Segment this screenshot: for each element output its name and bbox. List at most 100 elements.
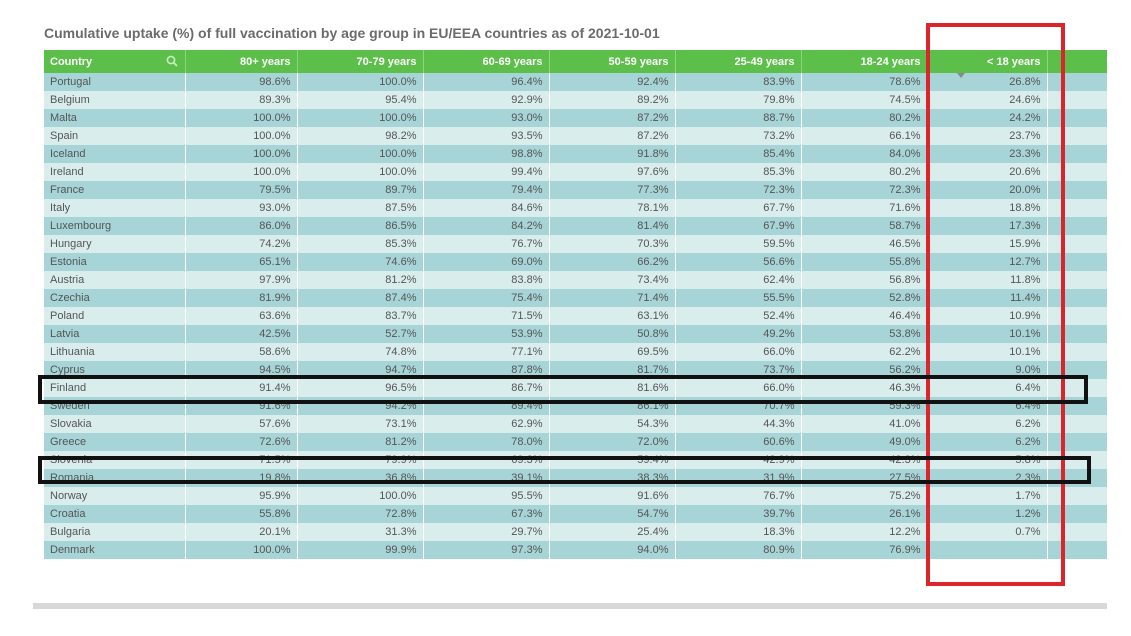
sort-descending-icon[interactable] bbox=[957, 73, 965, 78]
cell-value: 94.0% bbox=[549, 541, 676, 559]
cell-value: 6.4% bbox=[927, 379, 1048, 397]
cell-value: 41.0% bbox=[801, 415, 928, 433]
cell-value: 72.3% bbox=[675, 181, 802, 199]
cell-value: 31.3% bbox=[297, 523, 424, 541]
table-row[interactable]: Latvia 42.5% 52.7% 53.9% 50.8% 49.2% 53.8% 10.1… bbox=[44, 325, 1107, 343]
cell-value: 74.6% bbox=[297, 253, 424, 271]
column-header-country[interactable]: Country bbox=[44, 50, 186, 73]
table-row[interactable]: Croatia 55.8% 72.8% 67.3% 54.7% 39.7% 26.1% 1.2… bbox=[44, 505, 1107, 523]
cell-value: 70.3% bbox=[549, 235, 676, 253]
table-row[interactable]: France 79.5% 89.7% 79.4% 77.3% 72.3% 72.3% 20.0… bbox=[44, 181, 1107, 199]
cell-value: 84.0% bbox=[801, 145, 928, 163]
cell-value: 75.2% bbox=[801, 487, 928, 505]
cell-value: 84.2% bbox=[423, 217, 550, 235]
cell-value: 49.2% bbox=[675, 325, 802, 343]
cell-value: 57.6% bbox=[185, 415, 298, 433]
cell-value: 74.5% bbox=[801, 91, 928, 109]
column-header-60-69[interactable]: 60-69 years bbox=[423, 50, 550, 73]
cell-value: 87.2% bbox=[549, 109, 676, 127]
cell-value: 6.2% bbox=[927, 433, 1048, 451]
cell-country: Slovenia bbox=[44, 451, 186, 469]
cell-country: Spain bbox=[44, 127, 186, 145]
cell-value: 67.3% bbox=[423, 505, 550, 523]
table-row[interactable]: Italy 93.0% 87.5% 84.6% 78.1% 67.7% 71.6% 18.8% bbox=[44, 199, 1107, 217]
table-body: Portugal 98.6% 100.0% 96.4% 92.4% 83.9% 78.6% 2… bbox=[44, 73, 1107, 559]
cell-value: 91.8% bbox=[549, 145, 676, 163]
table-row[interactable]: Norway 95.9% 100.0% 95.5% 91.6% 76.7% 75.2% 1.7… bbox=[44, 487, 1107, 505]
highlight-row-cyprus bbox=[38, 375, 1088, 404]
cell-value: 87.8% bbox=[423, 361, 550, 379]
column-header-80-plus[interactable]: 80+ years bbox=[185, 50, 298, 73]
cell-value: 99.9% bbox=[297, 541, 424, 559]
cell-value: 97.6% bbox=[549, 163, 676, 181]
cell-value: 71.6% bbox=[801, 199, 928, 217]
cell-value: 10.1% bbox=[927, 343, 1048, 361]
table-row[interactable]: Poland 63.6% 83.7% 71.5% 63.1% 52.4% 46.4% 10.9… bbox=[44, 307, 1107, 325]
cell-value: 54.3% bbox=[549, 415, 676, 433]
cell-value: 56.8% bbox=[801, 271, 928, 289]
cell-country: Estonia bbox=[44, 253, 186, 271]
cell-value: 85.3% bbox=[675, 163, 802, 181]
search-icon[interactable] bbox=[166, 55, 178, 67]
cell-value: 77.3% bbox=[549, 181, 676, 199]
cell-value: 12.2% bbox=[801, 523, 928, 541]
table-row[interactable]: Belgium 89.3% 95.4% 92.9% 89.2% 79.8% 74.5% 24.… bbox=[44, 91, 1107, 109]
cell-country: Slovakia bbox=[44, 415, 186, 433]
cell-country: Malta bbox=[44, 109, 186, 127]
cell-country: Latvia bbox=[44, 325, 186, 343]
table-row[interactable]: Czechia 81.9% 87.4% 75.4% 71.4% 55.5% 52.8% 11.… bbox=[44, 289, 1107, 307]
cell-value: 100.0% bbox=[185, 145, 298, 163]
column-header-25-49[interactable]: 25-49 years bbox=[675, 50, 802, 73]
table-row[interactable]: Greece 72.6% 81.2% 78.0% 72.0% 60.6% 49.0% 6.2% bbox=[44, 433, 1107, 451]
table-row[interactable]: Hungary 74.2% 85.3% 76.7% 70.3% 59.5% 46.5% 15.… bbox=[44, 235, 1107, 253]
column-header-50-59[interactable]: 50-59 years bbox=[549, 50, 676, 73]
cell-value: 20.1% bbox=[185, 523, 298, 541]
column-header-18-24[interactable]: 18-24 years bbox=[801, 50, 928, 73]
cell-value: 62.2% bbox=[801, 343, 928, 361]
cell-country: Austria bbox=[44, 271, 186, 289]
cell-value bbox=[927, 541, 1048, 559]
cell-value: 81.4% bbox=[549, 217, 676, 235]
cell-value: 75.4% bbox=[423, 289, 550, 307]
table-row[interactable]: Finland 91.4% 96.5% 86.7% 81.6% 66.0% 46.3% 6.4… bbox=[44, 379, 1107, 397]
table-row[interactable]: Austria 97.9% 81.2% 83.8% 73.4% 62.4% 56.8% 11.… bbox=[44, 271, 1107, 289]
cell-value: 52.8% bbox=[801, 289, 928, 307]
cell-value: 98.2% bbox=[297, 127, 424, 145]
table-row[interactable]: Spain 100.0% 98.2% 93.5% 87.2% 73.2% 66.1% 23.7… bbox=[44, 127, 1107, 145]
cell-value: 79.9% bbox=[297, 451, 424, 469]
cell-value: 52.4% bbox=[675, 307, 802, 325]
table-row[interactable]: Slovakia 57.6% 73.1% 62.9% 54.3% 44.3% 41.0% 6.… bbox=[44, 415, 1107, 433]
cell-value: 42.3% bbox=[801, 451, 928, 469]
cell-value: 99.4% bbox=[423, 163, 550, 181]
vaccination-table-container[interactable]: Country 80+ years 70-79 years 60-69 year… bbox=[44, 50, 1107, 583]
table-row[interactable]: Malta 100.0% 100.0% 93.0% 87.2% 88.7% 80.2% 24.… bbox=[44, 109, 1107, 127]
table-row[interactable]: Cyprus 94.5% 94.7% 87.8% 81.7% 73.7% 56.2% 9.0% bbox=[44, 361, 1107, 379]
cell-value: 86.5% bbox=[297, 217, 424, 235]
cell-value: 81.2% bbox=[297, 433, 424, 451]
horizontal-scrollbar[interactable] bbox=[33, 603, 1107, 609]
cell-value: 17.3% bbox=[927, 217, 1048, 235]
table-row[interactable]: Portugal 98.6% 100.0% 96.4% 92.4% 83.9% 78.6% 2… bbox=[44, 73, 1107, 91]
cell-value: 100.0% bbox=[185, 127, 298, 145]
cell-value: 10.9% bbox=[927, 307, 1048, 325]
table-row[interactable]: Slovenia 71.5% 79.9% 69.3% 59.4% 42.9% 42.3% 5.… bbox=[44, 451, 1107, 469]
cell-value: 62.4% bbox=[675, 271, 802, 289]
cell-value: 23.3% bbox=[927, 145, 1048, 163]
column-header-70-79[interactable]: 70-79 years bbox=[297, 50, 424, 73]
table-row[interactable]: Lithuania 58.6% 74.8% 77.1% 69.5% 66.0% 62.2% 1… bbox=[44, 343, 1107, 361]
cell-value: 23.7% bbox=[927, 127, 1048, 145]
cell-value: 26.1% bbox=[801, 505, 928, 523]
column-header-under-18[interactable]: < 18 years bbox=[927, 50, 1048, 73]
cell-value: 79.5% bbox=[185, 181, 298, 199]
cell-value: 46.5% bbox=[801, 235, 928, 253]
vaccination-table: Country 80+ years 70-79 years 60-69 year… bbox=[44, 50, 1107, 559]
cell-value: 88.7% bbox=[675, 109, 802, 127]
table-row[interactable]: Iceland 100.0% 100.0% 98.8% 91.8% 85.4% 84.0% 2… bbox=[44, 145, 1107, 163]
cell-value: 85.3% bbox=[297, 235, 424, 253]
cell-value: 73.2% bbox=[675, 127, 802, 145]
table-row[interactable]: Luxembourg 86.0% 86.5% 84.2% 81.4% 67.9% 58.7%… bbox=[44, 217, 1107, 235]
cell-value: 50.8% bbox=[549, 325, 676, 343]
cell-value: 76.7% bbox=[675, 487, 802, 505]
cell-value: 60.6% bbox=[675, 433, 802, 451]
cell-value: 53.9% bbox=[423, 325, 550, 343]
